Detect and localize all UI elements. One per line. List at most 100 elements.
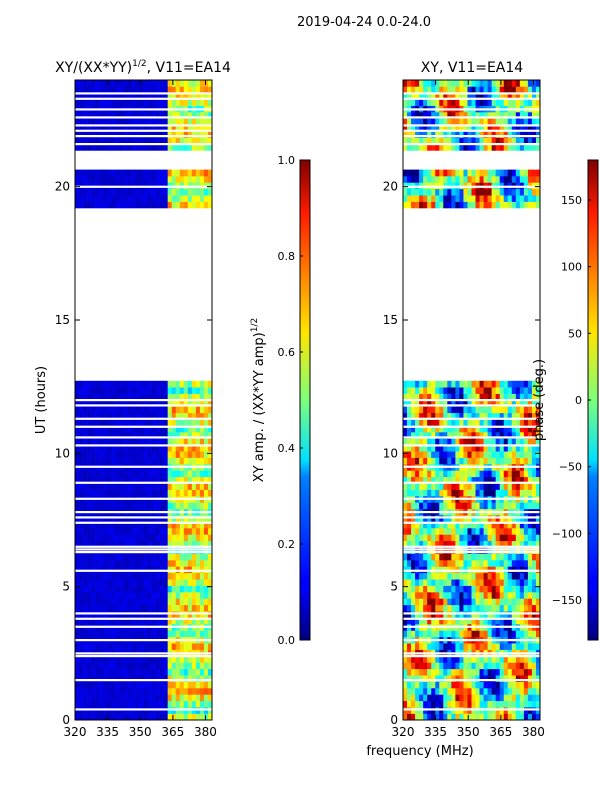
heatmap-cell [447,643,452,650]
heatmap-cell [187,425,193,433]
heatmap-cell [471,144,476,151]
heatmap-cell [507,137,513,145]
heatmap-cell [467,617,472,625]
heatmap-cell [471,540,476,548]
heatmap-cell [515,92,521,100]
heatmap-cell [475,611,480,618]
heatmap-cell [483,169,488,177]
heatmap-cell [519,592,525,599]
heatmap-cell [171,700,177,708]
heatmap-cell [471,419,476,426]
heatmap-cell [79,604,84,612]
heatmap-cell [435,579,440,586]
heatmap-cell [407,137,412,145]
heatmap-cell [183,86,189,94]
heatmap-cell [171,380,177,388]
heatmap-cell [411,540,416,548]
heatmap-cell [447,425,452,433]
heatmap-cell [171,476,177,484]
heatmap-cell [467,112,472,119]
heatmap-cell [519,585,525,593]
heatmap-cell [143,476,148,484]
heatmap-cell [151,662,156,670]
heatmap-cell [83,195,88,202]
heatmap-cell [467,528,472,535]
heatmap-cell [431,662,436,670]
heatmap-cell [203,444,209,452]
heatmap-cell [179,592,185,599]
heatmap-cell [419,412,424,420]
heatmap-cell [467,598,472,606]
heatmap-cell [147,598,152,606]
heatmap-cell [151,585,156,593]
heatmap-cell [475,515,480,522]
heatmap-cell [503,188,509,196]
heatmap-cell [99,681,104,689]
heatmap-cell [147,476,152,484]
heatmap-cell [507,604,513,612]
heatmap-cell [499,124,505,132]
heatmap-cell [183,560,189,567]
heatmap-cell [191,572,197,580]
heatmap-cell [187,80,193,87]
heatmap-cell [139,592,144,599]
heatmap-cell [107,604,112,612]
heatmap-cell [143,553,148,561]
heatmap-cell [203,707,209,714]
heatmap-cell [523,502,529,510]
heatmap-cell [135,425,140,433]
heatmap-cell [419,617,424,625]
heatmap-cell [451,534,456,542]
data-gap-line [403,465,540,468]
heatmap-cell [119,99,124,106]
heatmap-cell [75,585,80,593]
heatmap-cell [139,451,144,458]
heatmap-cell [503,112,509,119]
heatmap-cell [155,630,160,638]
heatmap-cell [103,86,108,94]
heatmap-cell [479,444,484,452]
heatmap-cell [515,118,521,126]
heatmap-cell [439,137,444,145]
heatmap-cell [427,432,432,439]
heatmap-cell [527,457,533,465]
heatmap-cell [167,534,173,542]
heatmap-cell [139,579,144,586]
heatmap-cell [439,451,444,458]
heatmap-cell [451,419,456,426]
heatmap-cell [479,169,484,177]
heatmap-cell [191,707,197,714]
heatmap-cell [107,425,112,433]
heatmap-cell [511,387,517,394]
heatmap-cell [87,611,92,618]
heatmap-cell [75,483,80,490]
heatmap-cell [519,470,525,478]
heatmap-cell [535,137,541,145]
heatmap-cell [451,528,456,535]
heatmap-cell [79,92,84,100]
heatmap-cell [183,643,189,650]
heatmap-cell [195,176,201,183]
heatmap-cell [179,112,185,119]
heatmap-cell [151,92,156,100]
heatmap-cell [491,169,496,177]
heatmap-cell [499,137,505,145]
heatmap-cell [419,188,424,196]
heatmap-cell [187,438,193,446]
heatmap-cell [183,630,189,638]
heatmap-cell [491,201,496,209]
heatmap-cell [207,547,213,554]
heatmap-cell [427,681,432,689]
heatmap-cell [439,195,444,202]
heatmap-cell [491,579,496,586]
heatmap-cell [151,131,156,138]
heatmap-cell [175,592,181,599]
heatmap-cell [147,528,152,535]
heatmap-cell [139,515,144,522]
heatmap-cell [123,604,128,612]
heatmap-cell [451,598,456,606]
heatmap-cell [147,457,152,465]
heatmap-cell [523,540,529,548]
heatmap-cell [171,713,177,721]
heatmap-cell [467,124,472,132]
